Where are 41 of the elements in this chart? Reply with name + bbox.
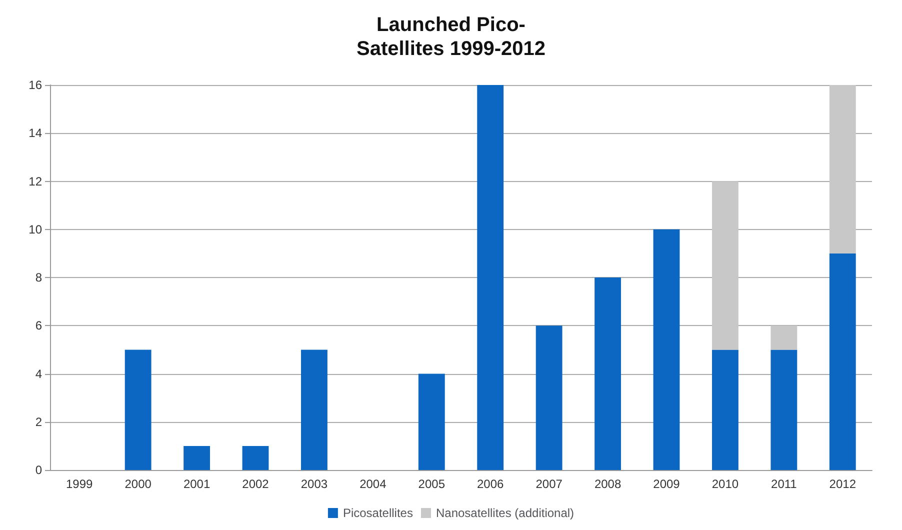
- x-tick-label: 2012: [829, 477, 856, 491]
- bar: [301, 350, 328, 470]
- x-tick-label: 2000: [124, 477, 152, 491]
- bar: [653, 229, 680, 470]
- bar: [712, 350, 738, 470]
- y-tick-label: 0: [35, 463, 42, 477]
- legend-label: Picosatellites: [342, 506, 413, 520]
- bar: [712, 181, 738, 350]
- y-tick-label: 16: [28, 78, 42, 92]
- x-tick-label: 2008: [594, 477, 622, 491]
- y-tick-label: 8: [35, 270, 42, 284]
- bar: [477, 85, 504, 470]
- x-tick-label: 2009: [653, 477, 680, 491]
- x-tick-label: 1999: [66, 477, 94, 491]
- bar: [242, 446, 269, 470]
- x-tick-label: 2011: [771, 477, 798, 491]
- bar: [184, 446, 210, 470]
- bar: [124, 350, 152, 470]
- bar: [536, 326, 562, 470]
- x-tick-label: 2003: [300, 477, 328, 491]
- bar: [770, 350, 798, 470]
- x-tick-label: 2005: [418, 477, 446, 491]
- y-tick-label: 2: [35, 414, 42, 429]
- x-tick-label: 2001: [183, 477, 210, 491]
- y-tick-label: 6: [35, 318, 42, 333]
- bar: [770, 326, 798, 350]
- x-tick-label: 2010: [712, 477, 739, 491]
- y-tick-label: 12: [28, 174, 42, 188]
- y-tick-label: 10: [28, 222, 42, 236]
- bar: [829, 85, 856, 254]
- legend-label: Nanosatellites (additional): [436, 506, 574, 520]
- y-tick-label: 4: [35, 366, 42, 381]
- x-tick-label: 2004: [360, 477, 387, 491]
- bar: [418, 374, 445, 470]
- chart-title: Launched Pico- Satellites 1999-2012: [356, 14, 546, 60]
- x-tick-label: 2006: [477, 477, 504, 491]
- bar: [829, 253, 856, 470]
- bar: [594, 278, 621, 470]
- x-tick-label: 2002: [242, 477, 270, 491]
- x-tick-label: 2007: [536, 477, 563, 491]
- y-tick-label: 14: [28, 126, 42, 140]
